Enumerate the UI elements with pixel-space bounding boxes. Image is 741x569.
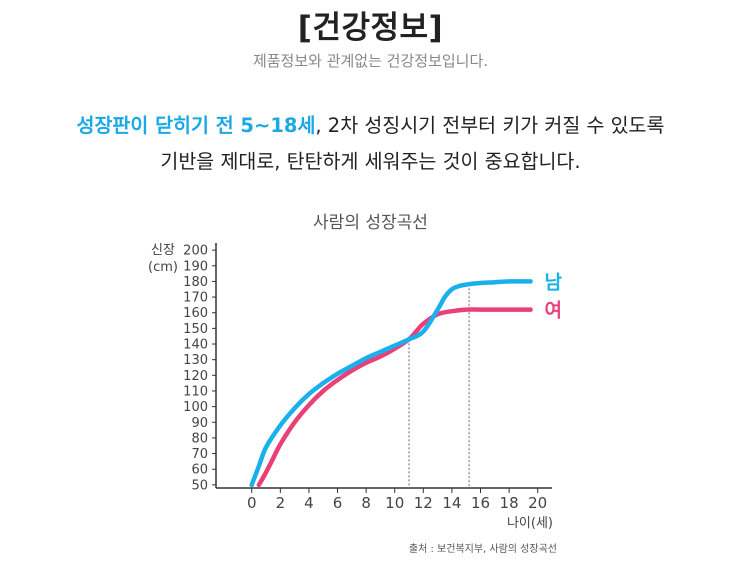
y-tick-label: 60 (191, 463, 208, 478)
y-tick-label: 50 (191, 478, 208, 493)
lead-highlight: 성장판이 닫히기 전 5~18세 (76, 114, 316, 137)
x-tick-label: 2 (276, 494, 286, 512)
x-axis-label: 나이(세) (507, 516, 553, 531)
chart-title: 사람의 성장곡선 (313, 213, 428, 233)
series-line-female (256, 307, 533, 488)
x-tick-label: 6 (333, 494, 343, 512)
lead-line-2: 기반을 제대로, 탄탄하게 세워주는 것이 중요합니다. (160, 150, 581, 173)
x-tick-label: 14 (442, 494, 461, 512)
lead-line-1-rest: , 2차 성징시기 전부터 키가 커질 수 있도록 (315, 114, 665, 137)
y-tick-label: 190 (183, 259, 208, 274)
x-tick-label: 0 (247, 494, 257, 512)
series-line-male (249, 279, 533, 488)
lead-text: 성장판이 닫히기 전 5~18세, 2차 성징시기 전부터 키가 커질 수 있도… (0, 108, 741, 180)
y-tick-label: 80 (191, 431, 208, 446)
y-tick-label: 200 (183, 244, 208, 259)
y-tick-label: 110 (183, 384, 208, 399)
y-tick-label: 160 (183, 306, 208, 321)
y-axis-label: 신장 (151, 243, 175, 258)
page-title: [건강정보] (297, 10, 444, 46)
y-tick-label: 180 (183, 275, 208, 290)
x-tick-label: 16 (471, 494, 490, 512)
x-tick-label: 20 (528, 494, 547, 512)
y-tick-label: 170 (183, 291, 208, 306)
x-tick-label: 8 (361, 494, 371, 512)
y-tick-label: 70 (191, 447, 208, 462)
y-tick-label: 130 (183, 353, 208, 368)
lead-line-1: 성장판이 닫히기 전 5~18세, 2차 성징시기 전부터 키가 커질 수 있도… (0, 108, 741, 144)
series-label-male: 남 (545, 271, 563, 293)
y-tick-label: 150 (183, 322, 208, 337)
y-tick-label: 100 (183, 400, 208, 415)
series-label-female: 여 (545, 300, 562, 322)
y-tick-label: 90 (191, 416, 208, 431)
y-tick-label: 120 (183, 369, 208, 384)
source-note: 출처 : 보건복지부, 사람의 성장곡선 (408, 544, 557, 555)
x-tick-label: 12 (414, 494, 433, 512)
x-tick-label: 4 (304, 494, 314, 512)
page-subtitle: 제품정보와 관계없는 건강정보입니다. (252, 52, 489, 70)
y-axis-unit-label: (cm) (148, 260, 178, 275)
x-tick-label: 10 (385, 494, 404, 512)
x-tick-label: 18 (500, 494, 519, 512)
y-tick-label: 140 (183, 338, 208, 353)
